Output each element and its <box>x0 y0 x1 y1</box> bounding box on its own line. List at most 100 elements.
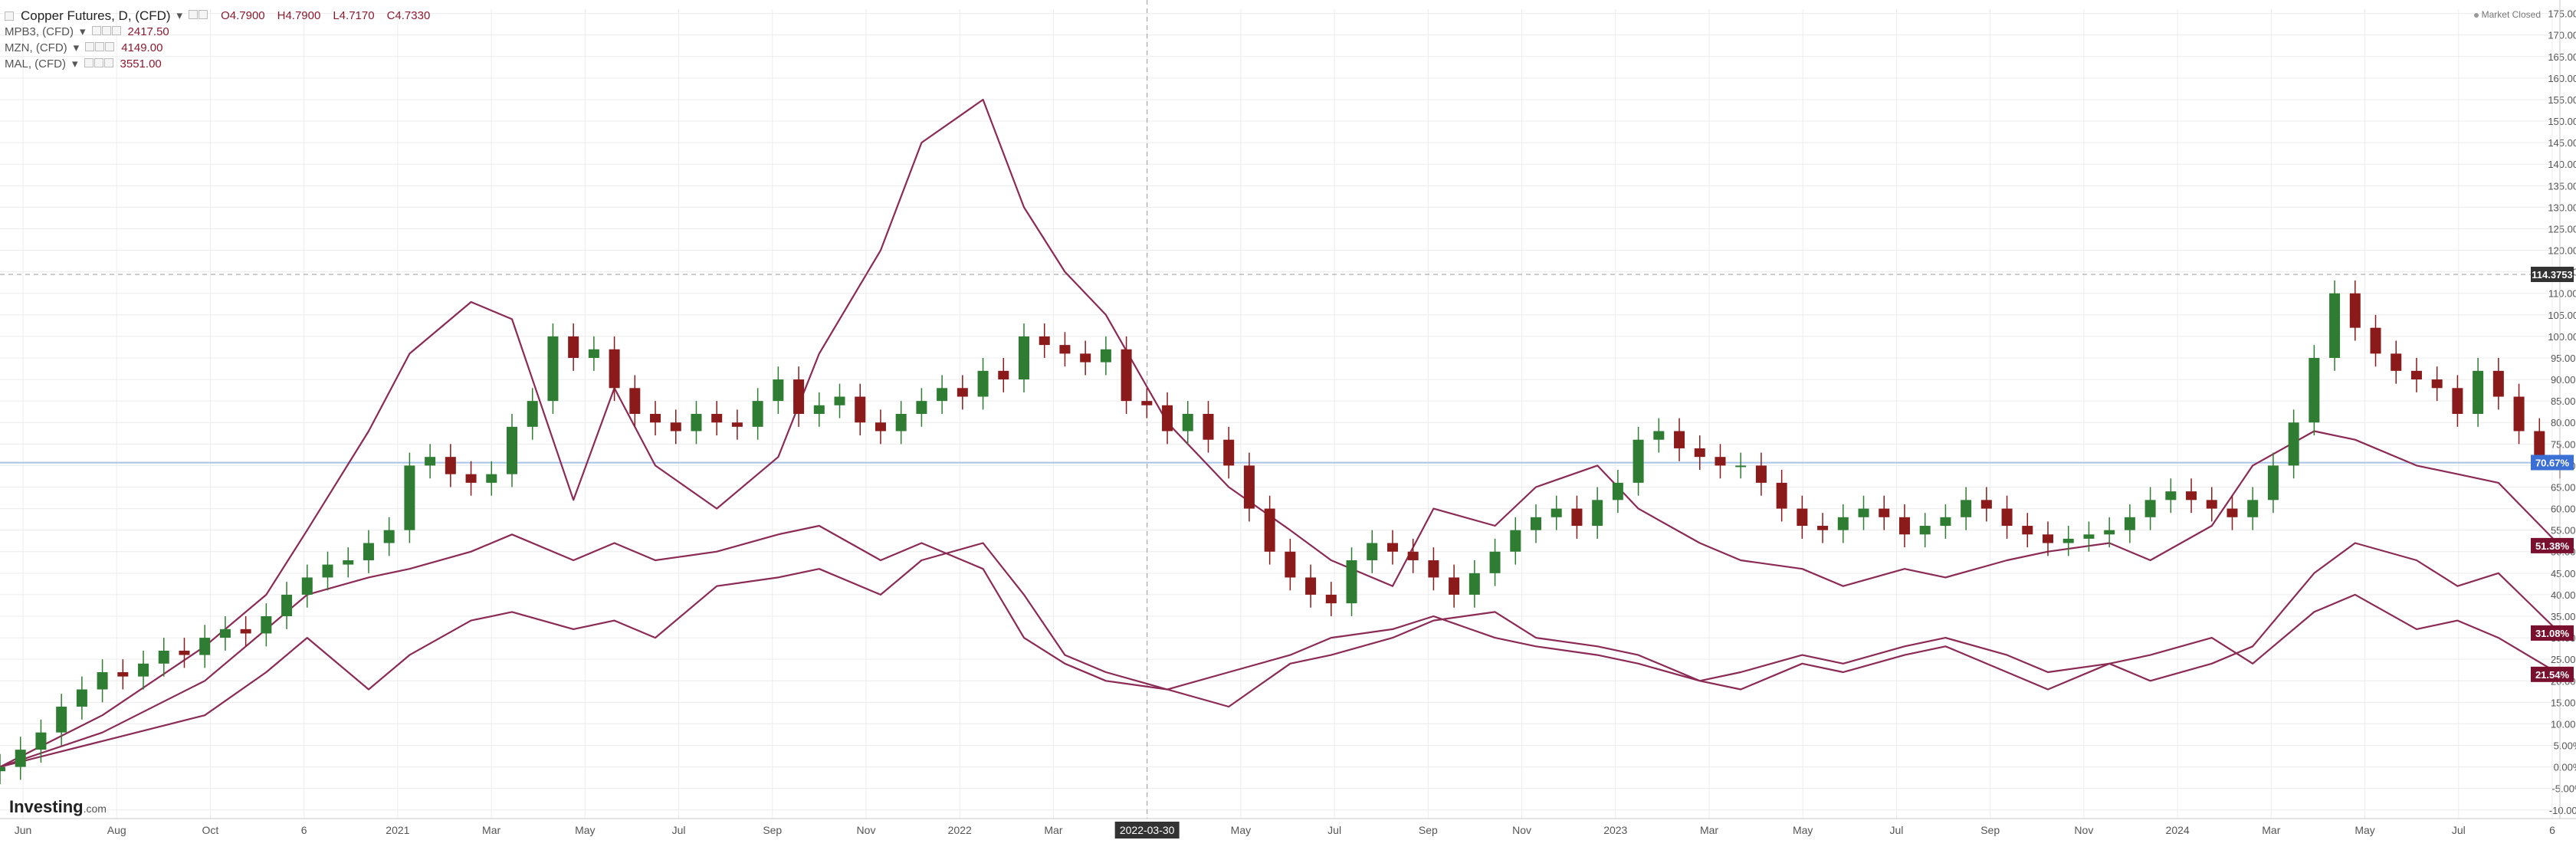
value-badge <box>2531 666 2574 682</box>
candle-body <box>2062 538 2074 543</box>
gear-icon <box>94 57 103 67</box>
y-tick-label: -5.00% <box>2551 783 2576 795</box>
candle-body <box>588 349 599 358</box>
candle-body <box>1449 577 1460 595</box>
candle-body <box>1755 465 1767 483</box>
legend-controls[interactable] <box>189 8 208 24</box>
x-tick-label: Mar <box>482 824 500 836</box>
candle-body <box>425 457 436 466</box>
candle-body <box>1858 508 1869 517</box>
value-badge-label: 114.3753 <box>2532 269 2573 281</box>
candle-body <box>1162 405 1173 432</box>
candle-body <box>1940 517 1951 527</box>
y-tick-label: 5.00% <box>2554 740 2576 752</box>
y-tick-label: 75.00% <box>2551 438 2576 450</box>
candle-body <box>117 672 129 677</box>
value-badge <box>2531 625 2574 641</box>
x-tick-label: Mar <box>1044 824 1062 836</box>
candle-body <box>158 650 169 664</box>
candle-body <box>752 401 763 427</box>
chevron-down-icon[interactable]: ▾ <box>176 8 183 22</box>
candle-body <box>731 422 743 427</box>
eye-icon <box>85 41 95 51</box>
legend-main-row[interactable]: Copper Futures, D, (CFD) ▾ O4.7900 H4.79… <box>5 8 430 24</box>
candle-body <box>1223 439 1235 466</box>
candle-body <box>1817 526 1829 530</box>
value-badge <box>2531 455 2574 471</box>
value-badge-label: 51.38% <box>2535 540 2570 552</box>
x-tick-label: Mar <box>1700 824 1718 836</box>
candle-body <box>383 530 395 543</box>
candle-body <box>1346 560 1357 604</box>
crosshair-layer <box>0 0 2560 819</box>
x-tick-label: Sep <box>1419 824 1438 836</box>
candle-body <box>2329 293 2341 358</box>
legend-controls[interactable] <box>91 25 122 40</box>
y-tick-label: 40.00% <box>2551 589 2576 601</box>
candle-body <box>1980 500 1992 509</box>
candle-body <box>1571 508 1583 527</box>
x-tick-label: 2024 <box>2166 824 2190 836</box>
candle-body <box>547 336 559 402</box>
y-tick-label: 90.00% <box>2551 374 2576 386</box>
chevron-down-icon[interactable]: ▾ <box>72 57 78 71</box>
candle-body <box>2391 353 2402 371</box>
candle-body <box>855 396 866 423</box>
candle-body <box>1039 336 1050 346</box>
badge-layer: 114.3753 70.67% 51.38% 31.08% 21.54% <box>2531 267 2574 682</box>
y-tick-label: 60.00% <box>2551 504 2576 515</box>
candle-body <box>2370 327 2381 354</box>
gear-icon <box>199 9 208 19</box>
x-tick-label: May <box>1231 824 1251 836</box>
candle-body <box>813 405 825 414</box>
candle-body <box>199 638 211 655</box>
legend-controls[interactable] <box>84 57 114 72</box>
x-tick-label: Jul <box>672 824 686 836</box>
candle-body <box>1386 543 1398 552</box>
candle-body <box>670 422 681 432</box>
candle-body <box>2247 500 2259 517</box>
candle-body <box>465 474 477 483</box>
candle-body <box>322 564 333 578</box>
y-tick-label: 175.00% <box>2548 8 2576 20</box>
value-badge-label: 21.54% <box>2535 669 2570 681</box>
eye-icon <box>84 57 94 67</box>
y-tick-label: 85.00% <box>2551 395 2576 407</box>
candle-body <box>711 414 723 423</box>
legend-item-mal[interactable]: MAL, (CFD) ▾ 3551.00 <box>5 56 430 72</box>
chevron-down-icon[interactable]: ▾ <box>73 41 80 54</box>
legend-item-mpb3[interactable]: MPB3, (CFD) ▾ 2417.50 <box>5 24 430 40</box>
candle-body <box>2001 508 2013 527</box>
candle-body <box>56 706 67 733</box>
candle-body <box>1305 577 1317 595</box>
x-tick-label: Jul <box>1327 824 1341 836</box>
candle-body <box>1694 448 1705 458</box>
candle-body <box>301 577 313 595</box>
legend-item-value: 4149.00 <box>121 41 163 54</box>
candle-body <box>0 766 5 772</box>
candle-body <box>895 414 907 432</box>
candle-body <box>2227 508 2238 517</box>
legend-close: C4.7330 <box>386 8 431 22</box>
x-tick-label: May <box>575 824 595 836</box>
x-tick-label: Nov <box>2074 824 2093 836</box>
gear-icon <box>95 41 105 51</box>
y-tick-label: 105.00% <box>2548 310 2576 321</box>
candle-body <box>1735 465 1747 468</box>
collapse-icon[interactable] <box>5 11 14 21</box>
y-tick-label: 120.00% <box>2548 245 2576 257</box>
x-tick-label: May <box>2354 824 2374 836</box>
chevron-down-icon[interactable]: ▾ <box>80 25 86 38</box>
x-tick-label: Jul <box>1889 824 1903 836</box>
legend-item-mzn[interactable]: MZN, (CFD) ▾ 4149.00 <box>5 40 430 56</box>
candle-body <box>2534 431 2545 458</box>
value-badge <box>2531 537 2574 553</box>
candle-body <box>1776 482 1787 509</box>
candle-body <box>1919 526 1931 535</box>
x-tick-label: Nov <box>1512 824 1531 836</box>
legend: Copper Futures, D, (CFD) ▾ O4.7900 H4.79… <box>5 8 430 72</box>
legend-controls[interactable] <box>85 41 115 56</box>
eye-icon <box>189 9 199 19</box>
candle-body <box>1633 439 1644 483</box>
